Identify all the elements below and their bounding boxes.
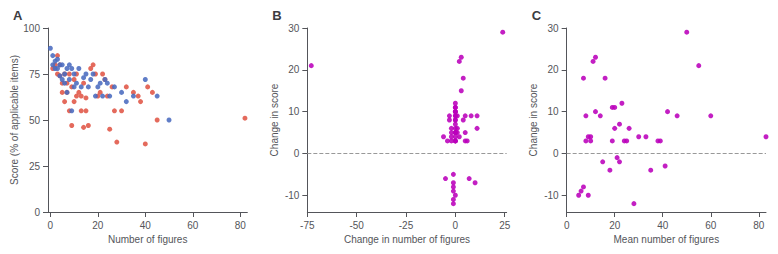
svg-text:10: 10 [288,106,300,117]
svg-text:-50: -50 [349,220,364,231]
svg-text:Mean number of figures: Mean number of figures [614,234,720,245]
svg-text:-10: -10 [544,190,559,201]
svg-text:Change in number of figures: Change in number of figures [344,234,470,245]
svg-text:B: B [272,8,281,23]
svg-text:Score (% of applicable items): Score (% of applicable items) [9,55,20,185]
svg-text:-10: -10 [285,190,300,201]
svg-text:100: 100 [23,23,40,34]
svg-text:25: 25 [499,220,511,231]
svg-text:80: 80 [753,220,765,231]
svg-text:0: 0 [48,220,54,231]
svg-text:Change in score: Change in score [528,83,539,156]
svg-text:25: 25 [29,161,41,172]
svg-text:Number of figures: Number of figures [108,234,187,245]
svg-text:10: 10 [548,106,560,117]
svg-text:30: 30 [288,23,300,34]
svg-text:80: 80 [235,220,247,231]
svg-text:20: 20 [609,220,621,231]
svg-text:0: 0 [553,148,559,159]
svg-text:0: 0 [453,220,459,231]
svg-text:75: 75 [29,69,41,80]
svg-text:30: 30 [548,23,560,34]
svg-text:-25: -25 [399,220,414,231]
svg-text:50: 50 [29,115,41,126]
svg-text:60: 60 [187,220,199,231]
svg-text:20: 20 [548,64,560,75]
svg-text:0: 0 [294,148,300,159]
svg-text:60: 60 [705,220,717,231]
svg-text:0: 0 [34,207,40,218]
svg-text:20: 20 [288,64,300,75]
svg-text:40: 40 [140,220,152,231]
svg-text:-75: -75 [300,220,315,231]
svg-text:A: A [13,8,23,23]
svg-text:40: 40 [657,220,669,231]
svg-text:0: 0 [564,220,570,231]
svg-text:C: C [532,8,542,23]
svg-text:Change in score: Change in score [269,83,280,156]
svg-text:20: 20 [92,220,104,231]
